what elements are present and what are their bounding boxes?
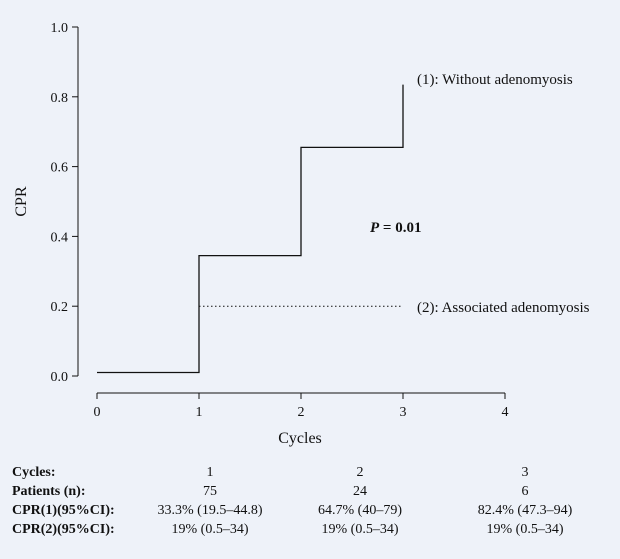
x-tick-label: 4 [502, 405, 509, 420]
y-tick-label: 0.2 [51, 300, 69, 315]
y-tick-label: 0.0 [51, 370, 69, 385]
table-cell: 19% (0.5–34) [172, 522, 249, 537]
table-cell: 82.4% (47.3–94) [478, 503, 573, 518]
data-table: Cycles: 1 2 3 Patients (n): 75 24 6 CPR(1)(95%CI… [12, 465, 573, 537]
p-value-number: = 0.01 [379, 220, 421, 236]
y-tick-label: 1.0 [51, 21, 69, 36]
p-value-annotation: P = 0.01 [370, 220, 421, 236]
y-tick-label: 0.6 [51, 161, 69, 176]
table-row-label: CPR(2)(95%CI): [12, 522, 115, 537]
table-row-label: Cycles: [12, 465, 56, 480]
p-value-letter: P [370, 220, 380, 236]
series-label-associated-adenomyosis: (2): Associated adenomyosis [417, 300, 590, 316]
table-cell: 6 [522, 484, 529, 499]
table-cell: 24 [353, 484, 367, 499]
x-axis-title: Cycles [278, 430, 322, 447]
x-tick-label: 2 [298, 405, 305, 420]
axes [72, 26, 506, 399]
table-row-label: Patients (n): [12, 484, 86, 499]
x-tick-label: 0 [94, 405, 101, 420]
table-cell: 33.3% (19.5–44.8) [158, 503, 263, 518]
y-axis-title: CPR [13, 186, 30, 217]
table-cell: 64.7% (40–79) [318, 503, 402, 518]
table-cell: 19% (0.5–34) [487, 522, 564, 537]
y-tick-label: 0.8 [51, 91, 69, 106]
table-row-label: CPR(1)(95%CI): [12, 503, 115, 518]
series-without-adenomyosis-line [97, 84, 404, 374]
table-cell: 1 [207, 465, 214, 480]
table-cell: 3 [522, 465, 529, 480]
x-tick-label: 1 [196, 405, 203, 420]
series-label-without-adenomyosis: (1): Without adenomyosis [417, 72, 573, 88]
table-cell: 19% (0.5–34) [322, 522, 399, 537]
labels-layer: 0.0 0.2 0.4 0.6 0.8 1.0 0 1 2 3 4 Cycles CPR (1): Wit… [13, 21, 590, 447]
y-tick-label: 0.4 [51, 230, 69, 245]
x-tick-label: 3 [400, 405, 407, 420]
series-layer [97, 84, 404, 374]
table-cell: 75 [203, 484, 217, 499]
table-cell: 2 [357, 465, 364, 480]
